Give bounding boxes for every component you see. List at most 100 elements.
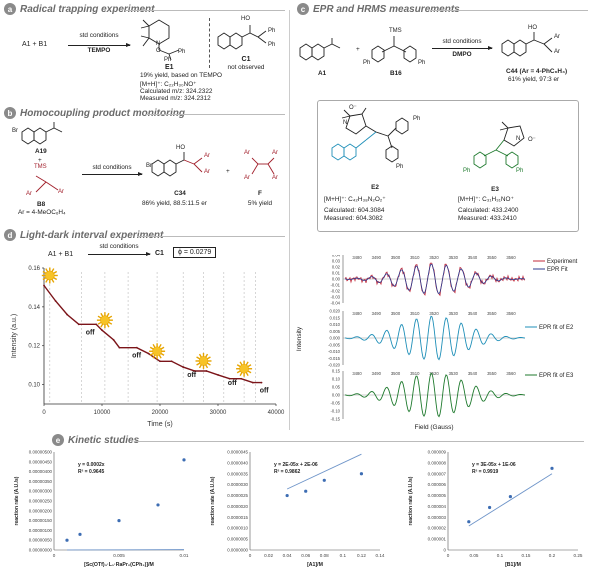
kin-xlabel: [B1]/M: [505, 562, 521, 568]
kin-x-tick: 0: [447, 553, 450, 558]
e2-ph-1: Ph: [413, 116, 421, 122]
epr-y-tick: -0.020: [328, 363, 341, 368]
kin-x-tick: 0.08: [320, 553, 329, 558]
e2-formula: [M+H]⁺: C₄₂H₃₈N₂O₂⁺: [324, 196, 386, 203]
epr-y-tick: 0.04: [332, 255, 341, 258]
quantum-yield-box: ϕ = 0.0279: [173, 247, 217, 258]
epr-y-tick: -0.005: [328, 342, 341, 347]
kin-x-tick: 0.01: [180, 553, 189, 558]
data-point: [159, 360, 161, 363]
epr-y-tick: -0.10: [330, 409, 340, 414]
a19-label: A19: [35, 148, 47, 155]
e3-calc: Calculated: 433.2400: [458, 207, 519, 214]
b16-ph-1: Ph: [363, 60, 371, 66]
kin-y-tick: 0.00000350: [29, 479, 53, 484]
section-c-header: c EPR and HRMS measurements: [297, 3, 460, 15]
x-tick-label: 0: [42, 410, 46, 416]
epr-x-tick: 3550: [487, 371, 497, 376]
kin-y-tick: 0.000006: [428, 482, 447, 487]
epr-x-tick: 3520: [429, 371, 439, 376]
b-plus: +: [38, 157, 42, 164]
e3-ph-2: Ph: [516, 168, 524, 174]
intensity-series: [43, 285, 262, 384]
kin-y-tick: 0.000009: [428, 450, 447, 455]
epr-x-tick: 3500: [391, 255, 401, 260]
c1-ph-1: Ph: [268, 28, 276, 34]
b-plus-2: +: [226, 168, 230, 175]
b8-tms: TMS: [34, 164, 47, 170]
kin-y-tick: 0.0000015: [227, 515, 248, 520]
kin-x-tick: 0: [249, 553, 252, 558]
epr-y-tick: 0.15: [332, 369, 341, 374]
kin-point: [467, 520, 471, 524]
kin-x-tick: 0.15: [522, 553, 531, 558]
kin-x-tick: 0.04: [283, 553, 292, 558]
f-ar-1: Ar: [244, 150, 250, 156]
epr-x-tick: 3540: [468, 255, 478, 260]
e3-n: N: [516, 136, 521, 142]
kin-x-tick: 0: [53, 553, 56, 558]
epr-ylabel: Intensity: [296, 326, 303, 351]
a1-label: A1: [318, 70, 327, 77]
kin-point: [182, 458, 186, 462]
epr-x-tick: 3480: [352, 311, 362, 316]
e1-structure: [140, 19, 180, 61]
data-point: [217, 373, 219, 376]
epr-x-tick: 3520: [429, 311, 439, 316]
f-ar-3: Ar: [244, 175, 250, 181]
e3-formula: [M+H]⁺: C₃₁H₃₁NO⁺: [458, 196, 514, 203]
epr-y-tick: -0.01: [330, 283, 340, 288]
a-divider-dashed: [209, 18, 210, 68]
epr-x-tick: 3480: [352, 255, 362, 260]
e2-structure: [331, 107, 409, 163]
kin-point: [304, 489, 308, 493]
e3-o: O⁻: [528, 137, 536, 143]
e2-n: N: [343, 120, 348, 126]
b16-structure: [371, 36, 417, 63]
off-label: off: [132, 353, 142, 360]
epr-x-tick: 3520: [429, 255, 439, 260]
e3-structure: [473, 121, 525, 169]
kin-y-tick: 0.0000030: [227, 482, 248, 487]
d-cond: std conditions: [99, 243, 139, 250]
b16-ph-2: Ph: [418, 60, 426, 66]
x-tick-label: 30000: [210, 410, 227, 416]
section-b-rule: [146, 114, 285, 115]
e1-ph-1: Ph: [178, 49, 186, 55]
kin-ylabel: reaction rate (A.U./s): [210, 476, 216, 525]
d-product: C1: [155, 250, 164, 257]
epr-fit-e2-trace: [344, 315, 526, 361]
e3-meas: Measured: 433.2410: [458, 215, 517, 222]
epr-mid-panel: 0.0200.015 0.010 0.005 0.000-0.005 -0.010 -0.…: [328, 309, 525, 368]
kin-point: [359, 472, 364, 476]
a-reaction-arrow: [68, 43, 131, 47]
kin-x-tick: 0.2: [549, 553, 556, 558]
kin-y-tick: 0.000001: [428, 537, 447, 542]
c44-ar-2: Ar: [554, 49, 560, 55]
kin-y-tick: 0.0000040: [227, 460, 248, 465]
kin-y-tick: 0.00000050: [29, 538, 53, 543]
section-d-rule: [137, 236, 285, 237]
a-reactants: A1 + B1: [22, 41, 48, 48]
e1-label: E1: [165, 64, 174, 71]
y-tick-label: 0.10: [28, 383, 40, 389]
epr-y-tick: 0.020: [330, 309, 341, 314]
epr-y-tick: -0.010: [328, 349, 341, 354]
kinetic-plot-catalyst: 0.00000000 0.00000050 0.00000100 0.00000150…: [14, 450, 189, 569]
epr-x-tick: 3560: [506, 311, 516, 316]
e1-meas: Measured m/z: 324.2312: [140, 95, 211, 102]
kin-x-tick: 0.005: [113, 553, 125, 558]
kin-r2: R² = 0.9919: [472, 469, 498, 475]
epr-y-tick: -0.04: [330, 301, 340, 306]
b8-note: Ar = 4-MeOC₆H₄: [18, 209, 66, 216]
epr-y-tick: 0.005: [330, 329, 341, 334]
kin-y-tick: 0.00000100: [29, 528, 53, 533]
section-a-rule: [125, 10, 285, 11]
kin-xlabel: [A1]/M: [307, 562, 323, 568]
kin-fit-line: [286, 453, 362, 490]
kin-point: [65, 538, 69, 542]
epr-x-tick: 3490: [372, 255, 382, 260]
data-point: [77, 323, 80, 326]
section-a-badge: a: [4, 3, 16, 15]
sun-disc: [100, 315, 110, 325]
